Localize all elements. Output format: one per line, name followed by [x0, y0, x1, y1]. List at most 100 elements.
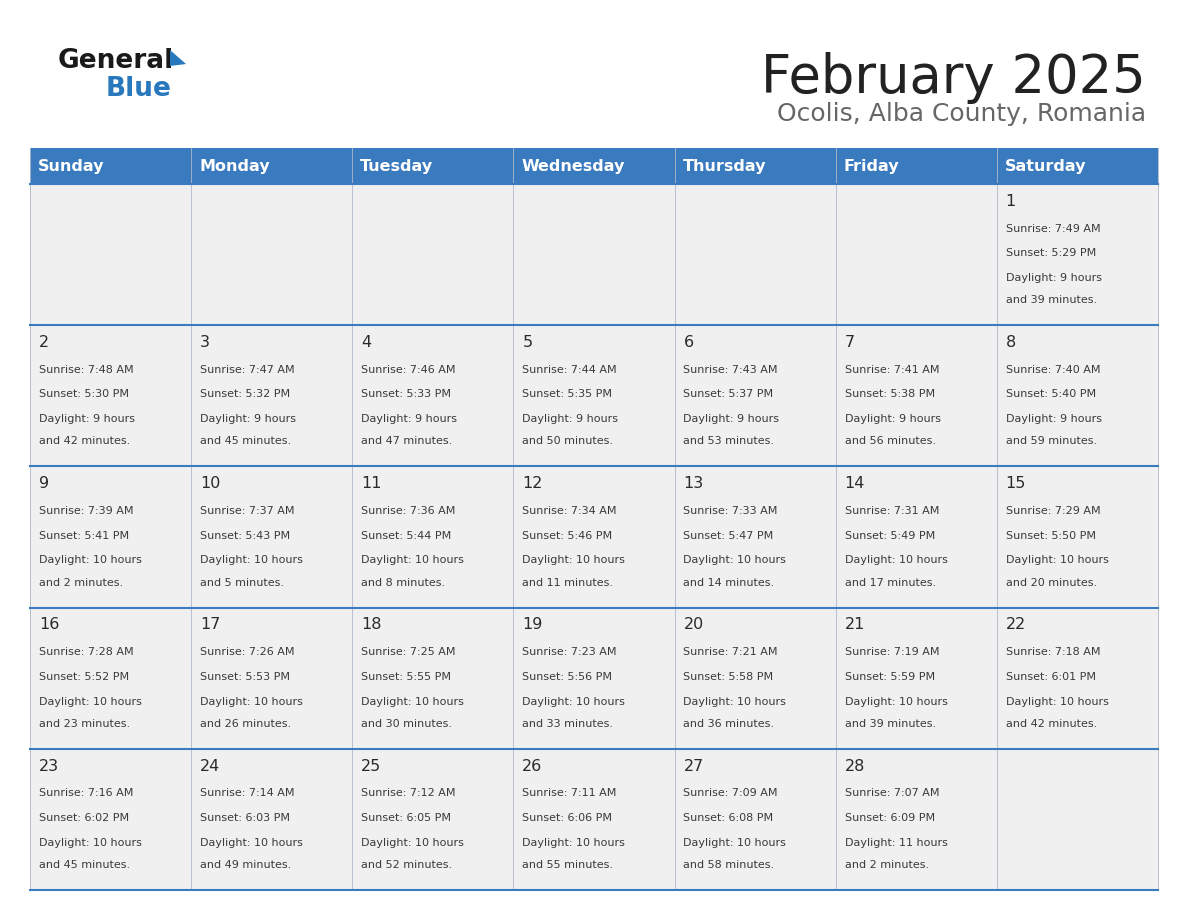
- Text: Tuesday: Tuesday: [360, 159, 434, 174]
- Bar: [513, 608, 675, 749]
- Text: Sunrise: 7:34 AM: Sunrise: 7:34 AM: [523, 506, 617, 516]
- Text: Daylight: 10 hours: Daylight: 10 hours: [683, 697, 786, 707]
- Text: Sunrise: 7:09 AM: Sunrise: 7:09 AM: [683, 789, 778, 799]
- Text: Sunset: 5:47 PM: Sunset: 5:47 PM: [683, 531, 773, 541]
- Text: and 56 minutes.: and 56 minutes.: [845, 436, 936, 446]
- Text: 25: 25: [361, 758, 381, 774]
- Text: 12: 12: [523, 476, 543, 491]
- Bar: [675, 325, 835, 466]
- Text: Sunrise: 7:26 AM: Sunrise: 7:26 AM: [200, 647, 295, 657]
- Text: Daylight: 10 hours: Daylight: 10 hours: [845, 697, 948, 707]
- Text: and 36 minutes.: and 36 minutes.: [683, 719, 775, 729]
- Text: 6: 6: [683, 335, 694, 350]
- Text: Sunrise: 7:21 AM: Sunrise: 7:21 AM: [683, 647, 778, 657]
- Text: and 55 minutes.: and 55 minutes.: [523, 860, 613, 870]
- Text: Monday: Monday: [200, 159, 270, 174]
- Text: Sunrise: 7:14 AM: Sunrise: 7:14 AM: [200, 789, 295, 799]
- Text: 11: 11: [361, 476, 381, 491]
- Bar: [191, 148, 353, 184]
- Text: and 45 minutes.: and 45 minutes.: [200, 436, 291, 446]
- Text: 2: 2: [39, 335, 49, 350]
- Text: and 17 minutes.: and 17 minutes.: [845, 577, 936, 588]
- Text: 7: 7: [845, 335, 854, 350]
- Text: Sunrise: 7:16 AM: Sunrise: 7:16 AM: [39, 789, 133, 799]
- Text: 8: 8: [1006, 335, 1016, 350]
- Text: Friday: Friday: [843, 159, 899, 174]
- Bar: [30, 749, 191, 890]
- Text: Daylight: 10 hours: Daylight: 10 hours: [1006, 697, 1108, 707]
- Text: Daylight: 10 hours: Daylight: 10 hours: [39, 838, 141, 847]
- Text: Sunrise: 7:11 AM: Sunrise: 7:11 AM: [523, 789, 617, 799]
- Text: Sunset: 5:43 PM: Sunset: 5:43 PM: [200, 531, 290, 541]
- Bar: [835, 608, 997, 749]
- Polygon shape: [170, 50, 187, 66]
- Text: 18: 18: [361, 618, 381, 633]
- Text: 3: 3: [200, 335, 210, 350]
- Text: 1: 1: [1006, 194, 1016, 209]
- Text: 4: 4: [361, 335, 372, 350]
- Text: 19: 19: [523, 618, 543, 633]
- Text: Daylight: 10 hours: Daylight: 10 hours: [361, 838, 465, 847]
- Text: and 39 minutes.: and 39 minutes.: [1006, 296, 1097, 305]
- Bar: [997, 749, 1158, 890]
- Text: and 30 minutes.: and 30 minutes.: [361, 719, 453, 729]
- Text: Daylight: 9 hours: Daylight: 9 hours: [1006, 414, 1101, 424]
- Text: Sunrise: 7:29 AM: Sunrise: 7:29 AM: [1006, 506, 1100, 516]
- Text: Sunrise: 7:07 AM: Sunrise: 7:07 AM: [845, 789, 939, 799]
- Text: Daylight: 9 hours: Daylight: 9 hours: [200, 414, 296, 424]
- Text: and 45 minutes.: and 45 minutes.: [39, 860, 129, 870]
- Bar: [30, 608, 191, 749]
- Text: Sunrise: 7:43 AM: Sunrise: 7:43 AM: [683, 364, 778, 375]
- Bar: [513, 184, 675, 325]
- Bar: [353, 184, 513, 325]
- Text: Sunset: 5:59 PM: Sunset: 5:59 PM: [845, 672, 935, 682]
- Text: Sunrise: 7:18 AM: Sunrise: 7:18 AM: [1006, 647, 1100, 657]
- Text: Daylight: 10 hours: Daylight: 10 hours: [683, 838, 786, 847]
- Text: Sunset: 6:08 PM: Sunset: 6:08 PM: [683, 813, 773, 823]
- Bar: [513, 749, 675, 890]
- Text: and 42 minutes.: and 42 minutes.: [39, 436, 131, 446]
- Text: Sunrise: 7:40 AM: Sunrise: 7:40 AM: [1006, 364, 1100, 375]
- Text: Daylight: 9 hours: Daylight: 9 hours: [683, 414, 779, 424]
- Text: Sunset: 5:46 PM: Sunset: 5:46 PM: [523, 531, 613, 541]
- Text: Sunset: 5:50 PM: Sunset: 5:50 PM: [1006, 531, 1095, 541]
- Bar: [835, 466, 997, 608]
- Text: Sunset: 6:02 PM: Sunset: 6:02 PM: [39, 813, 129, 823]
- Text: and 42 minutes.: and 42 minutes.: [1006, 719, 1097, 729]
- Bar: [675, 608, 835, 749]
- Bar: [191, 184, 353, 325]
- Bar: [353, 749, 513, 890]
- Bar: [835, 184, 997, 325]
- Text: Daylight: 11 hours: Daylight: 11 hours: [845, 838, 948, 847]
- Text: Daylight: 10 hours: Daylight: 10 hours: [361, 697, 465, 707]
- Text: 5: 5: [523, 335, 532, 350]
- Bar: [997, 325, 1158, 466]
- Text: Sunset: 5:29 PM: Sunset: 5:29 PM: [1006, 248, 1097, 258]
- Bar: [675, 466, 835, 608]
- Bar: [30, 466, 191, 608]
- Bar: [513, 148, 675, 184]
- Text: 26: 26: [523, 758, 543, 774]
- Text: 13: 13: [683, 476, 703, 491]
- Text: Sunrise: 7:47 AM: Sunrise: 7:47 AM: [200, 364, 295, 375]
- Text: 16: 16: [39, 618, 59, 633]
- Text: Daylight: 10 hours: Daylight: 10 hours: [200, 838, 303, 847]
- Bar: [353, 466, 513, 608]
- Text: 21: 21: [845, 618, 865, 633]
- Text: Sunset: 5:32 PM: Sunset: 5:32 PM: [200, 389, 290, 399]
- Bar: [997, 466, 1158, 608]
- Text: Sunrise: 7:19 AM: Sunrise: 7:19 AM: [845, 647, 939, 657]
- Text: General: General: [58, 48, 175, 74]
- Bar: [997, 184, 1158, 325]
- Text: Sunrise: 7:33 AM: Sunrise: 7:33 AM: [683, 506, 778, 516]
- Text: and 52 minutes.: and 52 minutes.: [361, 860, 453, 870]
- Text: and 58 minutes.: and 58 minutes.: [683, 860, 775, 870]
- Text: Ocolis, Alba County, Romania: Ocolis, Alba County, Romania: [777, 102, 1146, 126]
- Text: Sunset: 6:03 PM: Sunset: 6:03 PM: [200, 813, 290, 823]
- Text: Sunrise: 7:46 AM: Sunrise: 7:46 AM: [361, 364, 456, 375]
- Bar: [835, 325, 997, 466]
- Text: Sunset: 5:55 PM: Sunset: 5:55 PM: [361, 672, 451, 682]
- Text: Sunrise: 7:37 AM: Sunrise: 7:37 AM: [200, 506, 295, 516]
- Text: Daylight: 10 hours: Daylight: 10 hours: [845, 555, 948, 565]
- Text: Sunset: 5:38 PM: Sunset: 5:38 PM: [845, 389, 935, 399]
